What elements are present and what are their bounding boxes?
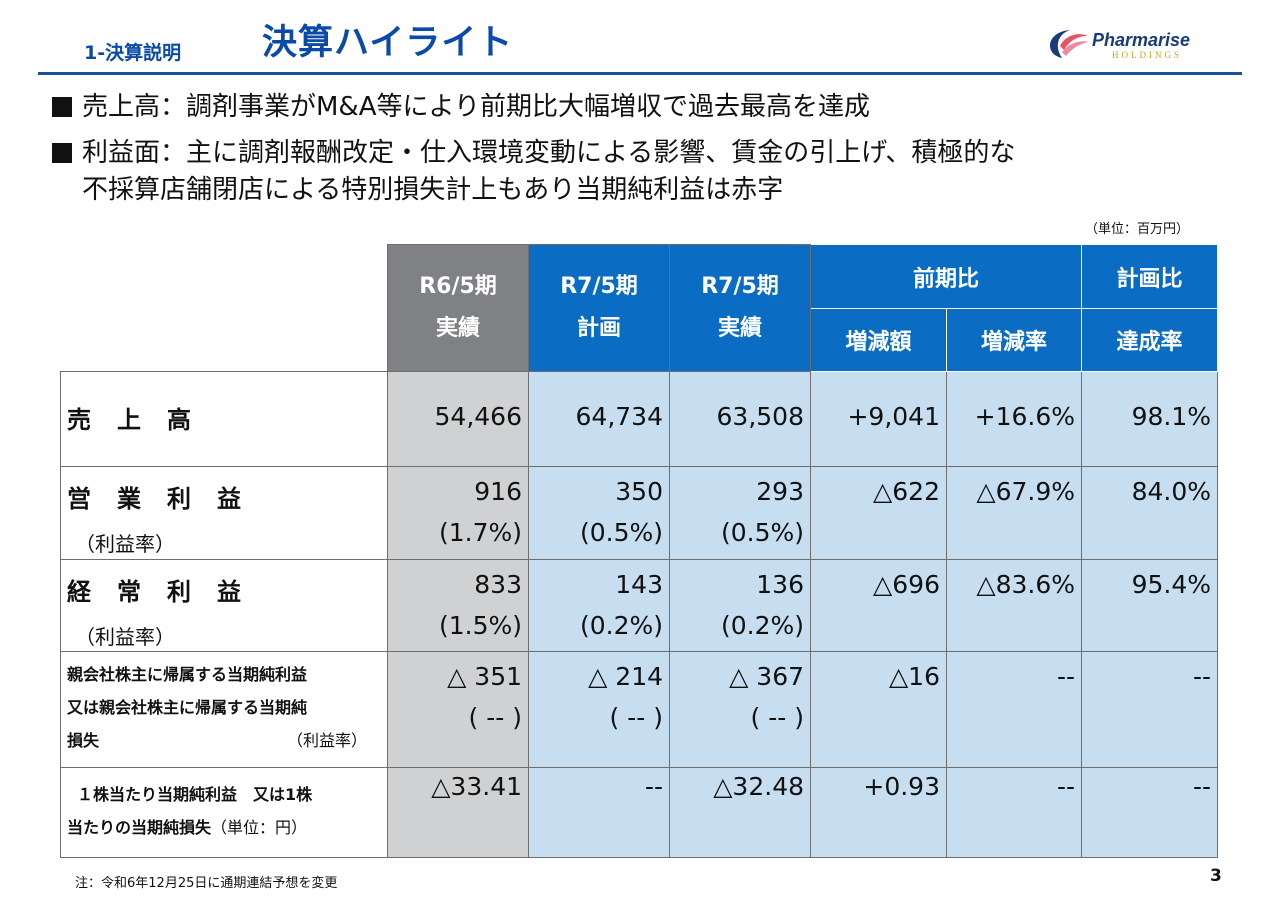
cell-value: △83.6%	[946, 559, 1082, 652]
slide-title: 決算ハイライト	[262, 23, 514, 63]
cell-value: +0.93	[810, 767, 947, 858]
cell-value: 63,508	[669, 371, 811, 467]
table-row-eps: １株当たり当期純利益 又は1株 当たりの当期純損失（単位：円） △33.41 -…	[60, 767, 1218, 858]
row-label-operating-profit: 営 業 利 益（利益率）	[60, 466, 388, 560]
bullet-square-icon	[52, 143, 72, 163]
page-number: 3	[1210, 866, 1222, 886]
cell-value: --	[1081, 767, 1218, 858]
table-row-sales: 売 上 高 54,466 64,734 63,508 +9,041 +16.6%…	[60, 371, 1218, 467]
title-divider	[38, 72, 1242, 75]
table-row-net-income: 親会社株主に帰属する当期純利益 又は親会社株主に帰属する当期純 損失 （利益率） …	[60, 651, 1218, 768]
bullet-square-icon	[52, 97, 72, 117]
cell-value: --	[946, 767, 1082, 858]
cell-value: 350 (0.5%)	[528, 466, 670, 560]
col-header-r7-actual: R7/5期 実績	[669, 244, 811, 372]
bullet-profit-continued: 不採算店舗閉店による特別損失計上もあり当期純利益は赤字	[82, 175, 784, 205]
bullet-profit: 利益面：主に調剤報酬改定・仕入環境変動による影響、賃金の引上げ、積極的な	[52, 134, 1015, 172]
cell-value: +16.6%	[946, 371, 1082, 467]
cell-value: 136 (0.2%)	[669, 559, 811, 652]
table-row-operating-profit: 営 業 利 益（利益率） 916 (1.7%) 350 (0.5%) 293 (0.5…	[60, 466, 1218, 560]
cell-value: 98.1%	[1081, 371, 1218, 467]
cell-value: +9,041	[810, 371, 947, 467]
col-header-yoy-rate: 増減率	[946, 308, 1082, 372]
col-header-yoy-amount: 増減額	[810, 308, 947, 372]
unit-label: （単位：百万円）	[1085, 222, 1190, 237]
cell-value: △622	[810, 466, 947, 560]
cell-value: △67.9%	[946, 466, 1082, 560]
cell-value: △33.41	[387, 767, 529, 858]
row-label-sales: 売 上 高	[60, 371, 388, 467]
row-label-ordinary-profit: 経 常 利 益（利益率）	[60, 559, 388, 652]
cell-value: 916 (1.7%)	[387, 466, 529, 560]
cell-value: 64,734	[528, 371, 670, 467]
col-header-r6-actual: R6/5期 実績	[387, 244, 529, 372]
col-header-achievement-rate: 達成率	[1081, 308, 1218, 372]
cell-value: △ 214( -- )	[528, 651, 670, 768]
col-header-r7-plan: R7/5期 計画	[528, 244, 670, 372]
cell-value: 143 (0.2%)	[528, 559, 670, 652]
logo-name: Pharmarise	[1092, 30, 1191, 50]
cell-value: 293 (0.5%)	[669, 466, 811, 560]
cell-value: △16	[810, 651, 947, 768]
cell-value: △ 367( -- )	[669, 651, 811, 768]
cell-value: --	[528, 767, 670, 858]
cell-value: 54,466	[387, 371, 529, 467]
cell-value: △ 351( -- )	[387, 651, 529, 768]
cell-value: 95.4%	[1081, 559, 1218, 652]
col-header-plan: 計画比	[1081, 244, 1218, 309]
section-label: 1-決算説明	[84, 42, 182, 64]
table-row-ordinary-profit: 経 常 利 益（利益率） 833 (1.5%) 143 (0.2%) 136 (0.2…	[60, 559, 1218, 652]
bullet-sales: 売上高：調剤事業がM&A等により前期比大幅増収で過去最高を達成	[52, 88, 870, 126]
logo-mark-icon	[1050, 30, 1088, 58]
footnote: 注：令和6年12月25日に通期連結予想を変更	[75, 876, 338, 891]
company-logo: Pharmarise HOLDINGS	[1040, 24, 1240, 64]
cell-value: 833 (1.5%)	[387, 559, 529, 652]
logo-subtitle: HOLDINGS	[1112, 50, 1182, 60]
row-label-eps: １株当たり当期純利益 又は1株 当たりの当期純損失（単位：円）	[60, 767, 388, 858]
cell-value: --	[946, 651, 1082, 768]
cell-value: △32.48	[669, 767, 811, 858]
col-header-yoy: 前期比	[810, 244, 1082, 309]
cell-value: 84.0%	[1081, 466, 1218, 560]
cell-value: △696	[810, 559, 947, 652]
row-label-net-income: 親会社株主に帰属する当期純利益 又は親会社株主に帰属する当期純 損失 （利益率）	[60, 651, 388, 768]
financial-highlights-table: R6/5期 実績 R7/5期 計画 R7/5期 実績 前期比 計画比 増減額 増減率 …	[60, 244, 1218, 858]
cell-value: --	[1081, 651, 1218, 768]
